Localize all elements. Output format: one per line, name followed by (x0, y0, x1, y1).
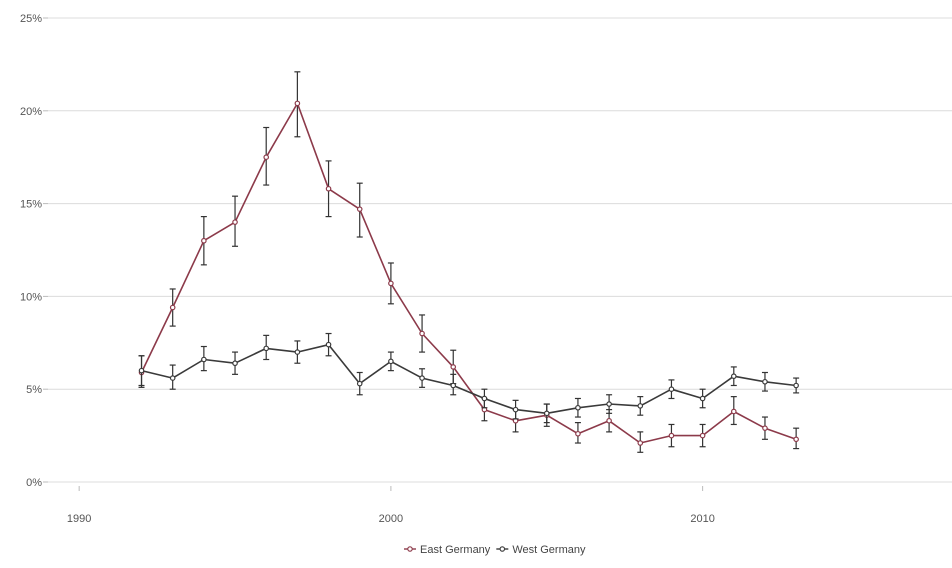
y-tick-label: 25% (20, 13, 42, 25)
data-point (232, 360, 238, 367)
data-point (543, 410, 550, 417)
data-point (201, 237, 207, 244)
data-point (388, 280, 394, 287)
series-west-germany (138, 332, 800, 424)
data-point (606, 417, 612, 424)
data-point (730, 408, 737, 415)
y-tick-label: 5% (26, 384, 42, 396)
legend-label: West Germany (512, 544, 586, 556)
data-point (201, 356, 207, 363)
data-point (294, 100, 301, 107)
legend-label: East Germany (420, 544, 491, 556)
data-point (668, 386, 675, 393)
data-point (294, 349, 301, 355)
data-point (263, 154, 270, 161)
data-point (169, 375, 176, 381)
x-tick-label: 2010 (690, 513, 714, 525)
axis-layer: 0% 5% 10% 15% 20% 25% 1990 2000 2010 (20, 13, 715, 525)
series-line (140, 102, 797, 444)
data-point (793, 382, 799, 389)
data-point (730, 373, 737, 380)
data-point (637, 403, 644, 409)
series-line (141, 343, 797, 415)
y-tick-label: 10% (20, 291, 42, 303)
data-point (575, 404, 581, 411)
x-tick-label: 2000 (379, 513, 403, 525)
legend-item-west-germany: West Germany (496, 544, 586, 556)
data-point (169, 304, 176, 311)
legend-item-east-germany: East Germany (404, 544, 491, 556)
data-point (699, 395, 706, 402)
data-point (512, 406, 519, 413)
data-point (419, 330, 425, 337)
data-point (606, 401, 612, 407)
data-point (388, 358, 394, 365)
series-layer (138, 71, 800, 453)
data-point (793, 436, 799, 443)
data-point (325, 185, 332, 192)
legend-point-swatch (499, 546, 506, 552)
x-tick-label: 1990 (67, 513, 91, 525)
data-point (450, 364, 457, 370)
data-point (668, 432, 675, 439)
data-point (232, 219, 238, 225)
legend: East Germany West Germany (404, 544, 586, 556)
data-point (450, 382, 457, 389)
grid-layer (48, 17, 952, 483)
data-point (325, 341, 332, 348)
data-point (575, 430, 581, 437)
data-point (762, 378, 768, 385)
data-point (637, 440, 644, 446)
data-point (419, 375, 425, 381)
data-point (699, 432, 706, 439)
data-point (138, 367, 145, 374)
legend-point-swatch (407, 546, 413, 552)
y-tick-label: 0% (26, 477, 42, 489)
data-point (356, 206, 363, 212)
series-east-germany (138, 71, 800, 453)
data-point (481, 395, 488, 402)
data-point (762, 425, 768, 431)
y-tick-label: 20% (20, 106, 42, 118)
y-tick-label: 15% (20, 199, 42, 211)
data-point (356, 380, 363, 387)
data-point (263, 345, 270, 352)
